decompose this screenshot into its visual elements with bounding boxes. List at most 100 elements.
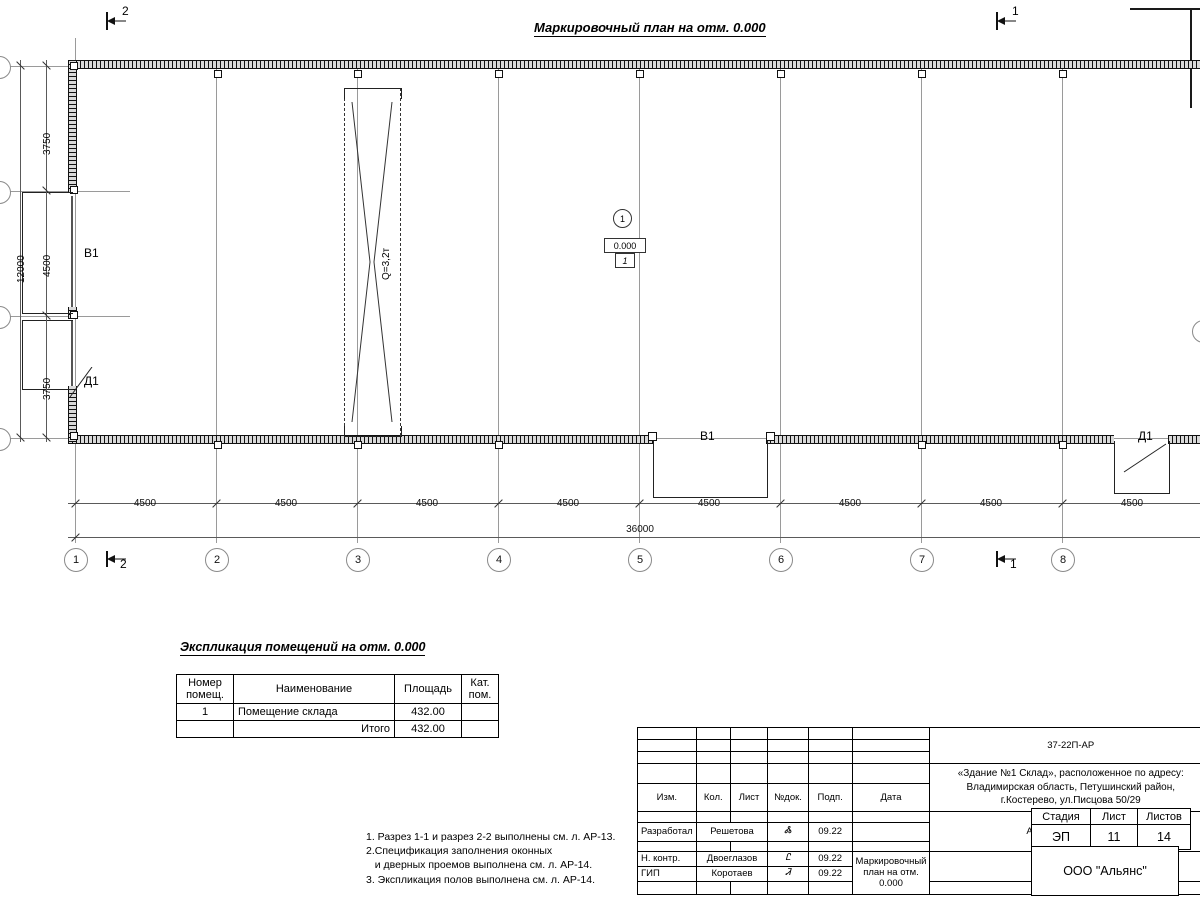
sc-data bbox=[851, 739, 931, 752]
column-marker bbox=[214, 70, 222, 78]
section-marker-label: 1 bbox=[1010, 557, 1017, 571]
grid-line-C bbox=[0, 316, 130, 317]
cell-room-name: Помещение склада bbox=[233, 703, 395, 722]
dim-v-2: 4500 bbox=[42, 254, 53, 277]
wall-bottom-2 bbox=[766, 435, 1114, 444]
th-area: Площадь bbox=[394, 673, 462, 705]
sc-ndok bbox=[767, 762, 809, 785]
sc-data bbox=[851, 840, 931, 852]
opening-label-door-left: Д1 bbox=[84, 374, 99, 388]
role-label-nkontr: Н. контр. bbox=[637, 850, 697, 867]
sc-podp bbox=[807, 727, 853, 740]
stage-header-list: Лист bbox=[1090, 808, 1138, 825]
section-marker-label: 1 bbox=[1012, 4, 1019, 18]
th-number: Номер помещ. bbox=[176, 673, 234, 705]
sc-podp bbox=[807, 840, 853, 852]
grid-bubble-right-A[interactable] bbox=[1192, 320, 1200, 343]
wall-left-door-D1 bbox=[71, 320, 73, 388]
designer-org-text: ООО "Альянс" bbox=[1063, 864, 1147, 878]
crane-capacity-label: Q=3,2т bbox=[381, 248, 413, 293]
grid-line-2 bbox=[216, 60, 217, 543]
sc-kol bbox=[695, 751, 731, 764]
grid-bubble-7[interactable]: 7 bbox=[910, 548, 934, 572]
sc-ndok bbox=[767, 727, 809, 740]
grid-bubble-2[interactable]: 2 bbox=[205, 548, 229, 572]
grid-bubble-left-B[interactable] bbox=[0, 181, 11, 204]
room-tag-number[interactable]: 1 bbox=[613, 209, 632, 228]
opening-label-window-left: В1 bbox=[84, 246, 99, 260]
role-name-nkontr: Двоеглазов bbox=[695, 850, 769, 867]
opening-label-window-bottom: В1 bbox=[700, 429, 715, 443]
column-marker bbox=[918, 70, 926, 78]
project-code-cell: 37-22П-АР bbox=[929, 727, 1200, 764]
section-arrow-icon bbox=[106, 12, 126, 30]
sc-podp bbox=[807, 762, 853, 785]
grid-bubble-1[interactable]: 1 bbox=[64, 548, 88, 572]
grid-bubble-6[interactable]: 6 bbox=[769, 548, 793, 572]
grid-bubble-left-A[interactable] bbox=[0, 56, 11, 79]
dim-line-vertical-overall bbox=[20, 60, 21, 442]
role-label-gip: ГИП bbox=[637, 865, 697, 882]
cell-total-cat bbox=[461, 720, 499, 739]
sc-data bbox=[851, 762, 931, 785]
dim-v-overall: 12000 bbox=[16, 255, 27, 283]
stage-value-list: 11 bbox=[1090, 824, 1138, 850]
signature-nkontr: Ꮭ bbox=[767, 850, 809, 867]
section-marker-top-left: 2 bbox=[104, 4, 138, 39]
dim-h-8: 4500 bbox=[1120, 498, 1144, 509]
sc-izm bbox=[637, 751, 697, 764]
note-2: 2.Спецификация заполнения оконных bbox=[366, 845, 553, 858]
cell-room-number: 1 bbox=[176, 703, 234, 722]
table-header-row: Номер помещ. Наименование Площадь Кат. п… bbox=[176, 673, 499, 705]
grid-bubble-3[interactable]: 3 bbox=[346, 548, 370, 572]
sc-data bbox=[851, 727, 931, 740]
sc-data bbox=[851, 810, 931, 823]
rev-header-list: Лист bbox=[729, 783, 769, 812]
column-marker bbox=[495, 70, 503, 78]
sc-data bbox=[851, 751, 931, 764]
column-marker bbox=[70, 432, 78, 440]
stage-table: Стадия Лист Листов ЭП 11 14 bbox=[1031, 808, 1191, 850]
column-marker bbox=[1059, 70, 1067, 78]
window-bottom-extension bbox=[653, 441, 768, 498]
room-tag-index: 1 bbox=[615, 253, 635, 268]
opening-label-door-bottom-right: Д1 bbox=[1138, 429, 1153, 443]
section-marker-top-right: 1 bbox=[994, 4, 1028, 39]
grid-line-6 bbox=[780, 60, 781, 543]
column-marker bbox=[648, 432, 657, 441]
section-marker-label: 2 bbox=[120, 557, 127, 571]
dim-h-7: 4500 bbox=[979, 498, 1003, 509]
stage-header-listov: Листов bbox=[1137, 808, 1191, 825]
sc-izm bbox=[637, 762, 697, 785]
grid-bubble-5[interactable]: 5 bbox=[628, 548, 652, 572]
crane-bracing-icon bbox=[351, 101, 393, 423]
sc-kol bbox=[695, 810, 731, 823]
column-marker bbox=[214, 441, 222, 449]
section-arrow-icon bbox=[996, 551, 1016, 567]
rev-header-data: Дата bbox=[851, 783, 931, 812]
sc-kol bbox=[695, 739, 731, 752]
rev-header-podp: Подп. bbox=[807, 783, 853, 812]
section-marker-bottom-right: 1 bbox=[994, 548, 1028, 579]
th-number-line1: Номер bbox=[188, 677, 222, 689]
grid-line-8 bbox=[1062, 60, 1063, 543]
column-marker bbox=[1059, 441, 1067, 449]
stage-header-stadia: Стадия bbox=[1031, 808, 1091, 825]
dim-v-1-wrap: 3750 bbox=[42, 133, 64, 168]
grid-bubble-left-C[interactable] bbox=[0, 306, 11, 329]
sc-list bbox=[729, 810, 769, 823]
table-row: 1 Помещение склада 432.00 bbox=[176, 703, 499, 722]
section-marker-bottom-left: 2 bbox=[104, 548, 138, 579]
dim-h-3: 4500 bbox=[415, 498, 439, 509]
column-marker bbox=[766, 432, 775, 441]
grid-bubble-left-D[interactable] bbox=[0, 428, 11, 451]
role-name-gip: Коротаев bbox=[695, 865, 769, 882]
dim-v-overall-wrap: 12000 bbox=[16, 255, 44, 296]
plan-title: Маркировочный план на отм. 0.000 bbox=[534, 20, 766, 37]
grid-bubble-4[interactable]: 4 bbox=[487, 548, 511, 572]
sc-podp bbox=[807, 810, 853, 823]
grid-bubble-8[interactable]: 8 bbox=[1051, 548, 1075, 572]
section-arrow-icon bbox=[996, 12, 1016, 30]
cell-room-area: 432.00 bbox=[394, 703, 462, 722]
dim-h-6: 4500 bbox=[838, 498, 862, 509]
